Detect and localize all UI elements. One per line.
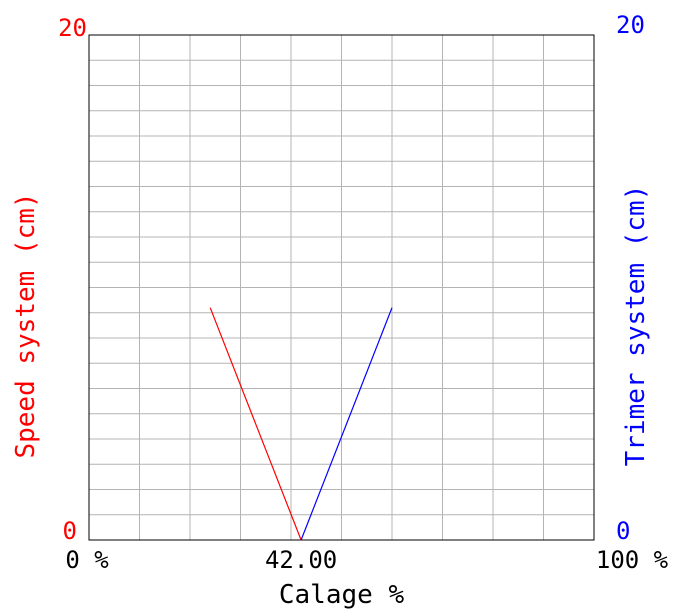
y-right-axis-label: Trimer system (cm) — [621, 185, 651, 467]
series-group — [209, 307, 393, 541]
plot-frame — [88, 34, 595, 541]
y-right-tick-max: 20 — [616, 11, 645, 39]
x-tick-min: 0 % — [65, 546, 109, 574]
speed-series-line — [209, 307, 302, 541]
x-axis-label: Calage % — [279, 580, 405, 610]
y-left-tick-max: 20 — [58, 14, 87, 42]
trimer-series-line — [300, 307, 393, 541]
x-tick-marker: 42.00 — [265, 546, 337, 574]
y-left-tick-min: 0 — [63, 517, 77, 545]
x-tick-max: 100 % — [596, 546, 669, 574]
grid — [89, 35, 594, 540]
y-right-tick-min: 0 — [616, 517, 630, 545]
y-left-axis-label: Speed system (cm) — [11, 192, 41, 458]
